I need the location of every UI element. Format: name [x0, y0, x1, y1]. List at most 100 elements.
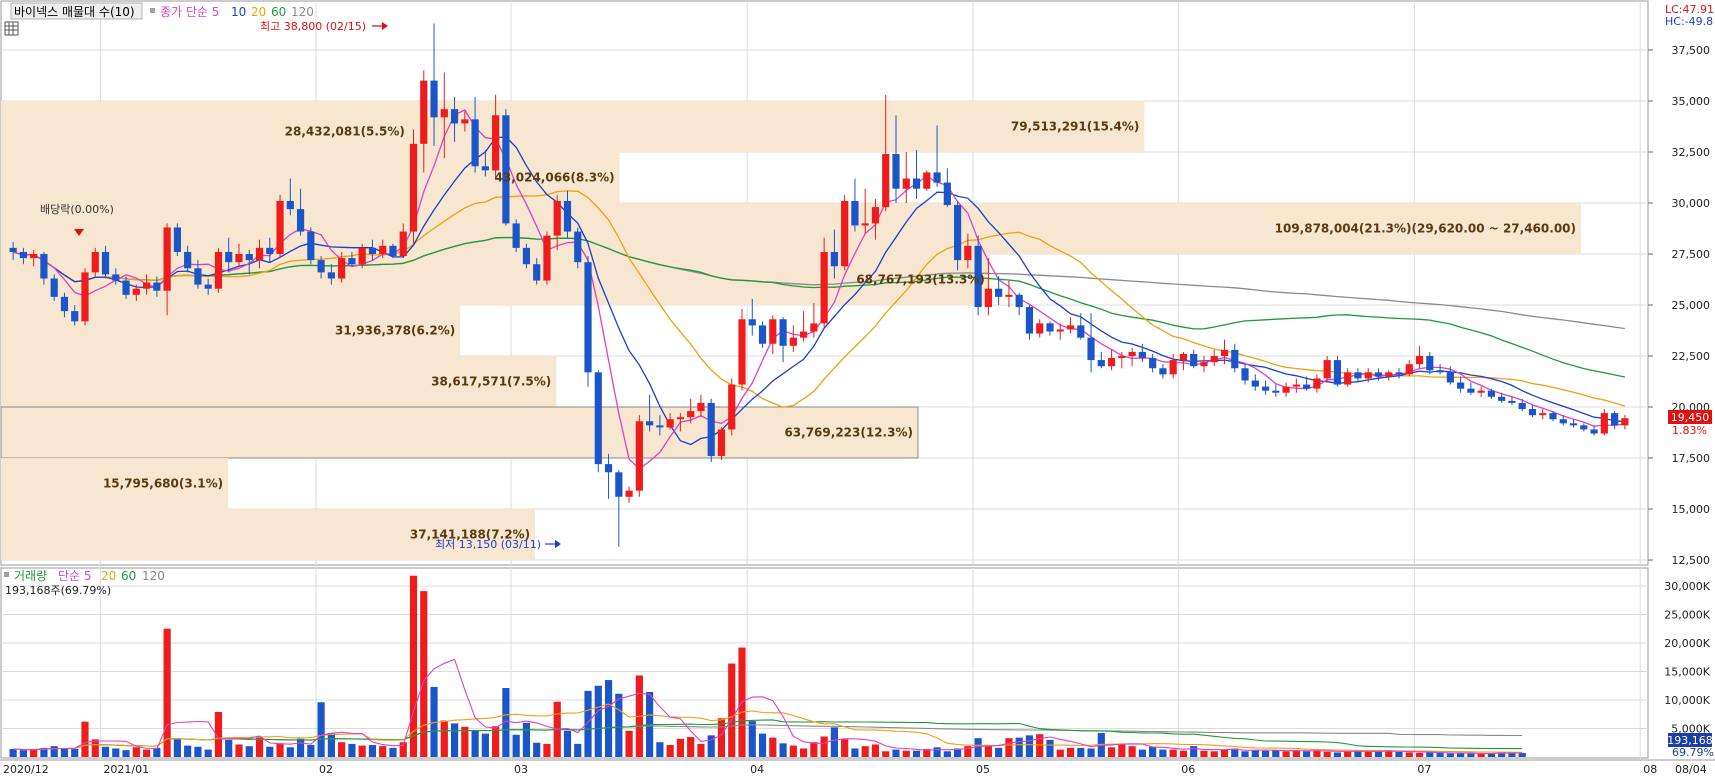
candle — [1354, 368, 1362, 383]
date-tick-label: 02 — [319, 763, 333, 776]
candle-body — [184, 251, 192, 269]
candle — [1159, 364, 1167, 379]
volume-bar — [204, 749, 212, 757]
volume-badge-change: 69.79% — [1672, 746, 1714, 759]
volume-bar — [399, 742, 407, 757]
volume-bar — [1426, 752, 1434, 757]
candle — [91, 247, 99, 277]
volume-moving-averages — [13, 658, 1523, 755]
volume-bar — [266, 746, 274, 757]
volume-bar — [1364, 751, 1372, 757]
candle-body — [789, 337, 797, 346]
volume-bar — [91, 739, 99, 757]
candle-body — [830, 251, 838, 267]
candle — [789, 325, 797, 352]
volume-bar — [1415, 753, 1424, 757]
volume-bar — [1036, 734, 1044, 757]
volume-bar — [604, 680, 613, 757]
volume-bar — [533, 742, 541, 757]
volume-bar — [1066, 747, 1075, 757]
candle-body — [707, 402, 715, 456]
candle-body — [553, 200, 561, 236]
candle-body — [1046, 323, 1054, 332]
volume-bar — [615, 693, 623, 757]
candle — [1303, 376, 1311, 391]
volume-bar — [1292, 750, 1300, 757]
candle — [800, 311, 808, 342]
candle-body — [1107, 358, 1116, 367]
candle-body — [1415, 356, 1424, 365]
volume-bar — [1149, 746, 1157, 757]
candle — [276, 194, 284, 259]
volume-bar — [769, 737, 777, 757]
candle — [142, 274, 151, 295]
volume-bar — [1056, 749, 1064, 757]
volume-ma-60: 60 — [121, 569, 136, 583]
chart-title: 바이넥스 매물대 수(10) — [14, 5, 135, 19]
volume-bar — [1467, 753, 1475, 757]
volume-bar — [225, 739, 233, 757]
candle-body — [1179, 353, 1188, 361]
candle — [543, 231, 551, 285]
volume-bar — [1303, 751, 1311, 757]
volume-bar — [1015, 737, 1023, 757]
candle-body — [214, 251, 223, 289]
volume-bar — [687, 737, 695, 757]
candle-body — [71, 311, 79, 322]
candle-body — [1066, 325, 1075, 330]
volume-bar — [1385, 750, 1393, 757]
volume-badge-value: 193,168 — [1667, 734, 1713, 747]
volume-bar — [440, 720, 448, 757]
candle-body — [1467, 388, 1475, 393]
candle-body — [1559, 419, 1567, 424]
candle — [50, 274, 58, 301]
table-icon[interactable] — [4, 21, 19, 36]
candle-body — [1159, 368, 1167, 375]
candle-body — [902, 178, 910, 189]
candle — [1128, 347, 1136, 367]
candle — [235, 243, 243, 267]
volume-legend-marker — [4, 572, 9, 577]
candle-body — [91, 251, 99, 273]
candle — [461, 111, 469, 132]
candle — [184, 245, 192, 273]
candle — [656, 415, 664, 436]
volume-badge — [1668, 733, 1712, 747]
candle-body — [1487, 390, 1496, 397]
candle-body — [430, 80, 438, 118]
volume-bar — [317, 702, 325, 757]
candle — [132, 284, 140, 301]
volume-ma-label: 단순 5 — [58, 569, 92, 583]
candle-body — [81, 272, 89, 322]
candle — [286, 178, 294, 216]
date-tick-label: 08/04 — [1675, 763, 1707, 776]
volume-profile-bar — [1, 203, 1581, 254]
candle-body — [717, 429, 726, 456]
candle — [964, 233, 972, 269]
candle — [1385, 370, 1393, 381]
volume-bar — [810, 742, 818, 757]
candle-body — [19, 251, 27, 259]
candle-body — [820, 251, 828, 324]
candle-body — [1426, 356, 1434, 371]
candle — [820, 237, 828, 328]
candle-body — [984, 288, 992, 308]
volume-bar — [912, 750, 921, 757]
candle — [584, 256, 592, 387]
candle — [1077, 313, 1085, 340]
candle — [1559, 415, 1567, 426]
volume-bar — [71, 749, 79, 757]
candle — [40, 251, 48, 285]
candle-body — [142, 282, 151, 289]
candle — [707, 398, 715, 463]
volume-bar — [697, 743, 705, 757]
candle — [882, 94, 890, 212]
title-box[interactable] — [10, 2, 143, 20]
candle-body — [871, 207, 880, 224]
ma-legend-60: 60 — [271, 5, 286, 19]
volume-bar — [235, 744, 243, 757]
high-arrow-icon — [372, 22, 388, 30]
candle-body — [1056, 329, 1064, 332]
candle-body — [1354, 372, 1362, 379]
